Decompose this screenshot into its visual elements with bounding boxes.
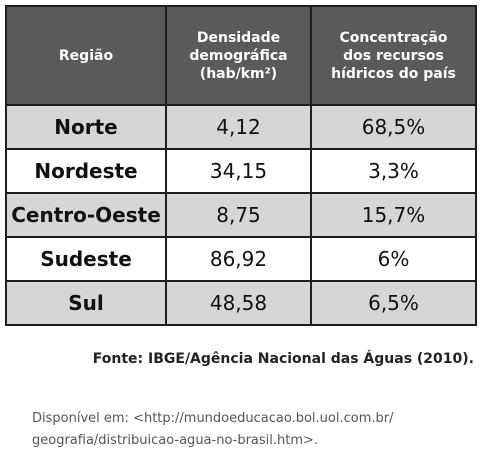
cell-densidade: 48,58	[165, 280, 312, 326]
header-regiao: Região	[5, 5, 167, 106]
cell-regiao: Norte	[5, 104, 167, 150]
cell-regiao: Sul	[5, 280, 167, 326]
header-concentracao-line-1: Concentração	[339, 29, 448, 46]
cell-densidade: 4,12	[165, 104, 312, 150]
cell-regiao: Centro-Oeste	[5, 192, 167, 238]
table-row: Norte 4,12 68,5%	[5, 104, 477, 150]
cell-concentracao: 68,5%	[310, 104, 477, 150]
table-row: Centro-Oeste 8,75 15,7%	[5, 192, 477, 238]
cell-regiao: Sudeste	[5, 236, 167, 282]
cell-concentracao: 3,3%	[310, 148, 477, 194]
header-concentracao-line-3: hídricos do país	[331, 65, 456, 82]
table-row: Sudeste 86,92 6%	[5, 236, 477, 282]
table-header-row: Região Densidade demográfica (hab/km²) C…	[5, 5, 477, 106]
data-table: Região Densidade demográfica (hab/km²) C…	[5, 5, 477, 326]
cell-densidade: 34,15	[165, 148, 312, 194]
availability-note: Disponível em: <http://mundoeducacao.bol…	[32, 408, 393, 452]
header-regiao-label: Região	[58, 47, 114, 64]
cell-concentracao: 6%	[310, 236, 477, 282]
header-densidade-line-1: Densidade	[196, 29, 281, 46]
cell-densidade: 8,75	[165, 192, 312, 238]
cell-regiao: Nordeste	[5, 148, 167, 194]
header-concentracao: Concentração dos recursos hídricos do pa…	[310, 5, 477, 106]
header-concentracao-line-2: dos recursos	[343, 47, 444, 64]
header-densidade-line-2: demográfica	[189, 47, 288, 64]
cell-concentracao: 15,7%	[310, 192, 477, 238]
cell-concentracao: 6,5%	[310, 280, 477, 326]
header-densidade: Densidade demográfica (hab/km²)	[165, 5, 312, 106]
cell-densidade: 86,92	[165, 236, 312, 282]
table-row: Nordeste 34,15 3,3%	[5, 148, 477, 194]
availability-line-2: geografia/distribuicao-agua-no-brasil.ht…	[32, 433, 319, 448]
table-row: Sul 48,58 6,5%	[5, 280, 477, 326]
source-caption: Fonte: IBGE/Agência Nacional das Águas (…	[92, 351, 474, 367]
availability-line-1: Disponível em: <http://mundoeducacao.bol…	[32, 411, 394, 426]
header-densidade-line-3: (hab/km²)	[199, 65, 278, 82]
